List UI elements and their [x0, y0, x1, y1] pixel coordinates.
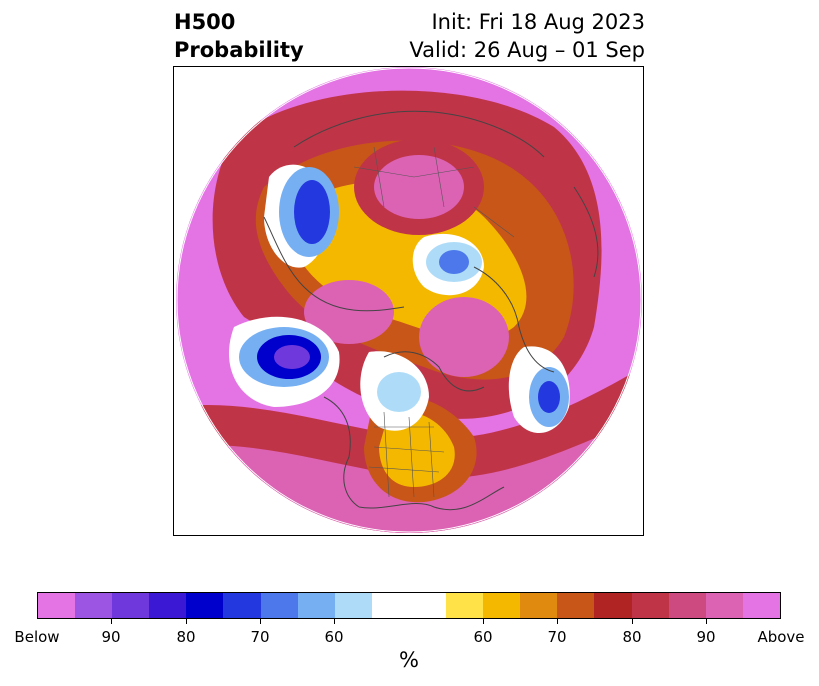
colorbar-tick-mark	[483, 619, 484, 624]
valid-range: Valid: 26 Aug – 01 Sep	[409, 38, 645, 62]
country-borders	[353, 146, 515, 498]
colorbar-segment	[297, 593, 335, 618]
colorbar-tick-mark	[632, 619, 633, 624]
coastlines	[263, 110, 599, 511]
colorbar-segment	[742, 593, 780, 618]
colorbar-segment	[334, 593, 372, 618]
colorbar-segment	[38, 593, 76, 618]
colorbar-segment	[446, 593, 484, 618]
probability-map	[176, 67, 642, 533]
low-pacific-core	[274, 345, 310, 369]
colorbar-segment	[557, 593, 595, 618]
colorbar-segment	[112, 593, 150, 618]
colorbar-tick-mark	[557, 619, 558, 624]
high-siberia	[304, 280, 394, 344]
colorbar-segment	[594, 593, 632, 618]
colorbar-tick-label: 90	[101, 628, 121, 646]
colorbar-segment	[631, 593, 669, 618]
title-line-variable: H500	[174, 10, 236, 34]
colorbar-segment	[223, 593, 261, 618]
colorbar-segment	[705, 593, 743, 618]
colorbar-segment	[371, 593, 447, 618]
colorbar-tick-mark	[706, 619, 707, 624]
colorbar-tick-mark	[260, 619, 261, 624]
colorbar-tick-label: 60	[473, 628, 493, 646]
colorbar-segment	[483, 593, 521, 618]
colorbar-tick-mark	[334, 619, 335, 624]
map-panel	[173, 66, 644, 536]
low-west-core	[294, 180, 330, 244]
colorbar-tick-label: 90	[696, 628, 716, 646]
colorbar-tick-label: Above	[757, 628, 805, 646]
chart-dates: Init: Fri 18 Aug 2023 Valid: 26 Aug – 01…	[409, 8, 645, 64]
colorbar-segment	[186, 593, 224, 618]
low-canada	[377, 372, 421, 412]
colorbar-tick-label: 60	[324, 628, 344, 646]
colorbar	[37, 592, 781, 619]
colorbar-tick-label: 80	[622, 628, 642, 646]
colorbar-tick-label: 70	[250, 628, 270, 646]
colorbar-segment	[149, 593, 187, 618]
colorbar-tick-label: Below	[14, 628, 60, 646]
colorbar-segment	[260, 593, 298, 618]
init-date: Init: Fri 18 Aug 2023	[431, 10, 645, 34]
low-pole-core	[439, 250, 469, 274]
colorbar-segment	[520, 593, 558, 618]
colorbar-tick-mark	[186, 619, 187, 624]
low-atlantic-core	[538, 381, 560, 413]
colorbar-segment	[75, 593, 113, 618]
colorbar-tick-mark	[111, 619, 112, 624]
colorbar-tick-label: 70	[547, 628, 567, 646]
colorbar-segment	[668, 593, 706, 618]
colorbar-tick-label: 80	[176, 628, 196, 646]
high-eurasia	[419, 297, 509, 377]
polar-high-core	[374, 155, 464, 219]
chart-title: H500 Probability	[174, 8, 304, 64]
colorbar-unit: %	[399, 648, 419, 672]
title-line-field: Probability	[174, 38, 304, 62]
